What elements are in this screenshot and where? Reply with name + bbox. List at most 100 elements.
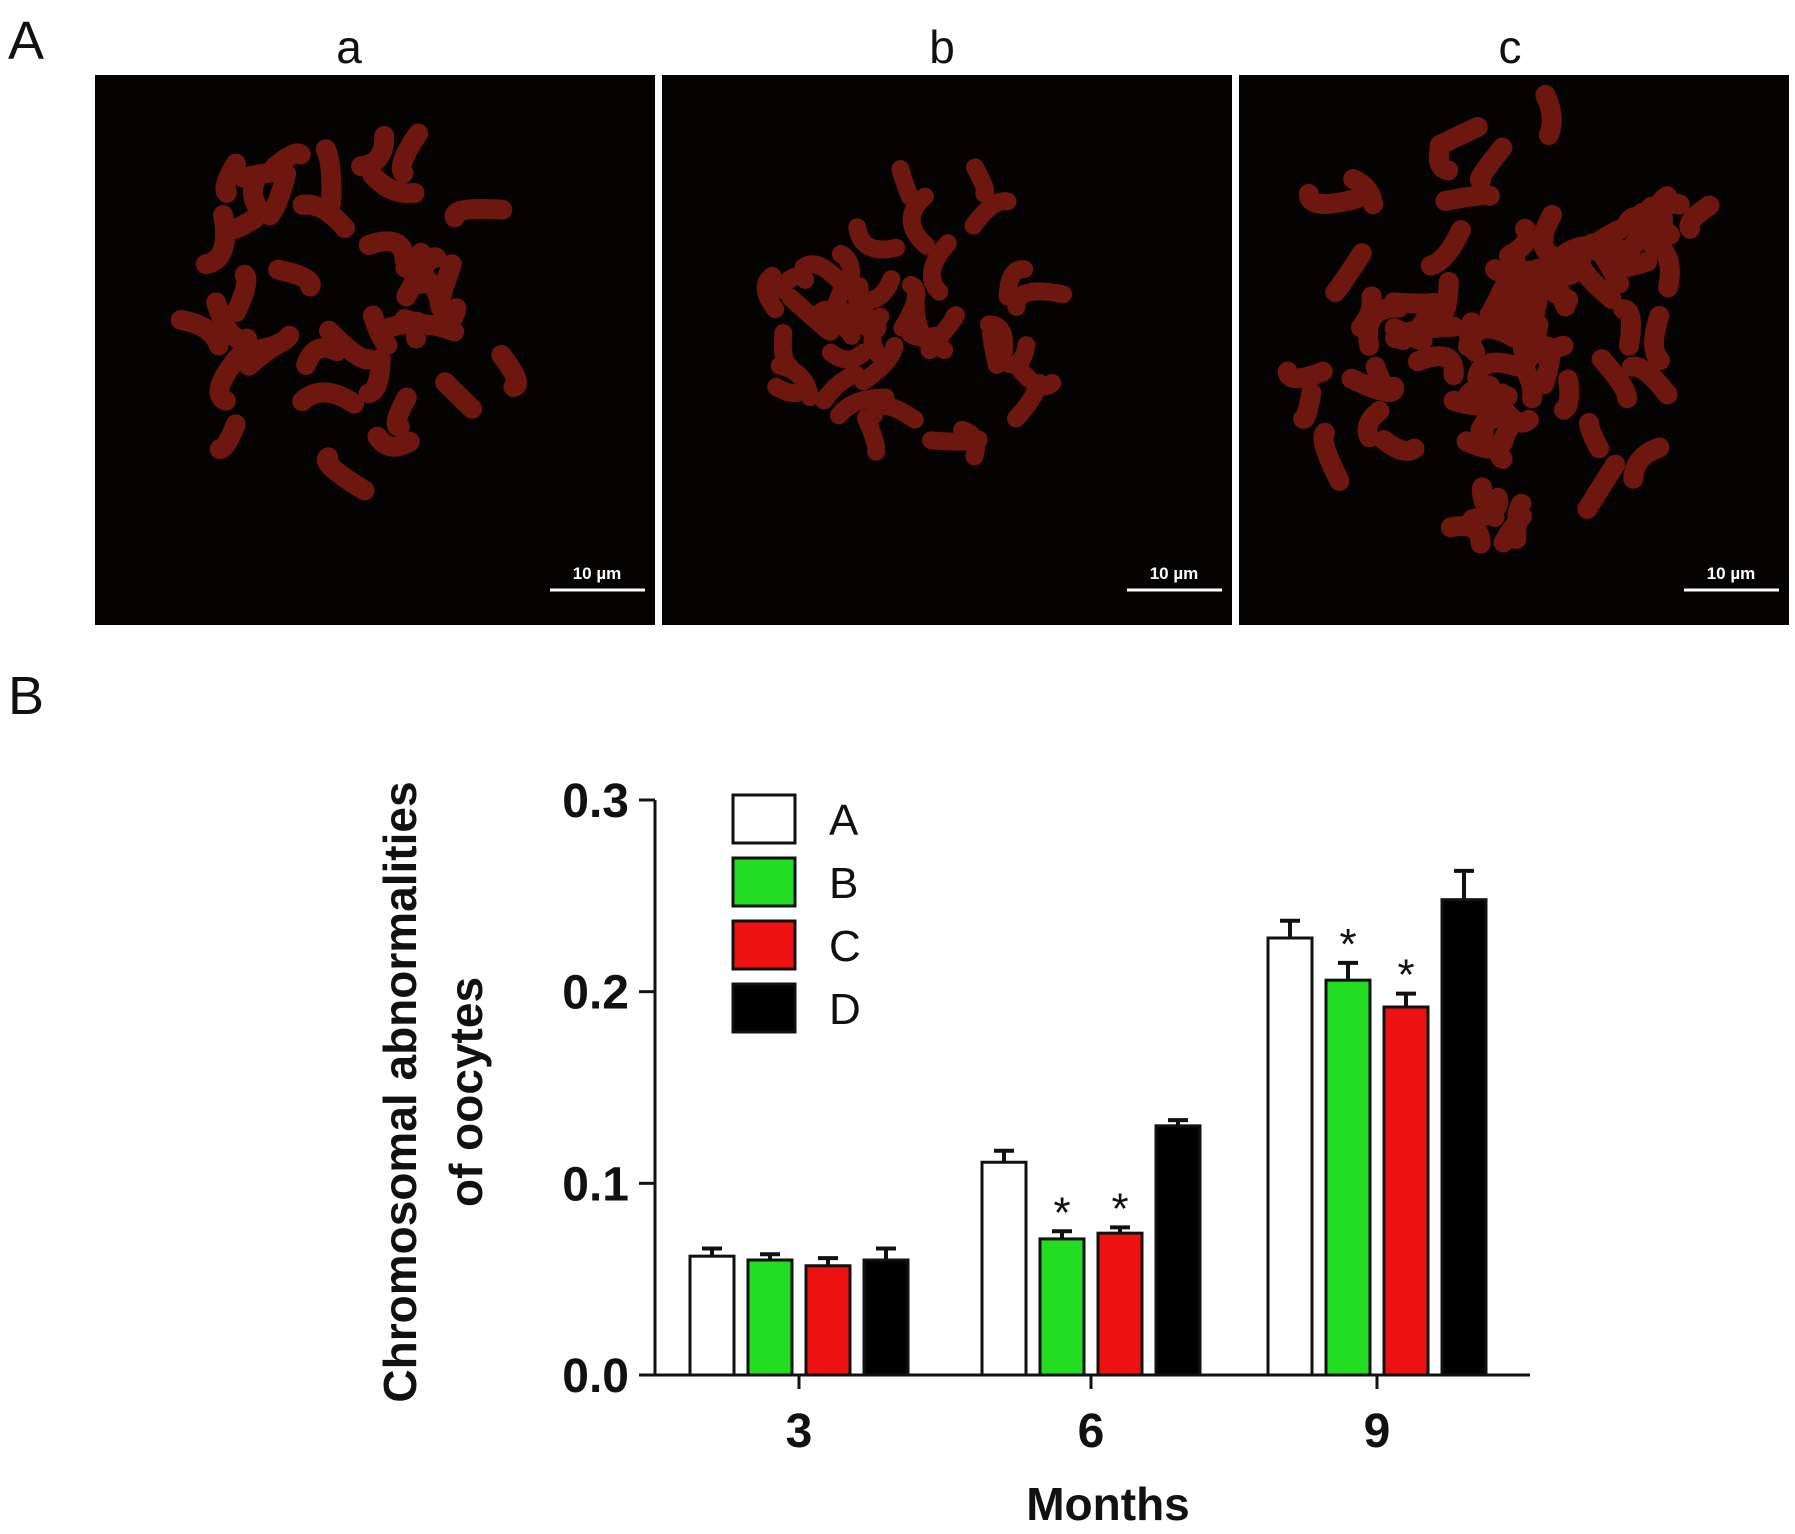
chromosome bbox=[1591, 349, 1638, 409]
chromosome bbox=[1535, 84, 1562, 146]
chromosome bbox=[848, 218, 906, 259]
bar-D-6 bbox=[1154, 1124, 1202, 1377]
chromosome-spread-a bbox=[170, 123, 527, 501]
legend-label-A: A bbox=[829, 796, 859, 845]
y-tick-label: 0.0 bbox=[562, 1350, 629, 1403]
panel-a-letter: A bbox=[8, 11, 45, 71]
chromosome bbox=[1325, 243, 1372, 303]
micrograph-c-image: 10 µm bbox=[1277, 84, 1779, 592]
chromosome bbox=[821, 343, 873, 369]
chromosome bbox=[1000, 336, 1036, 374]
chromosome bbox=[206, 292, 258, 350]
chromosome bbox=[1433, 271, 1459, 324]
chromosome bbox=[1471, 477, 1505, 527]
significance-marker: * bbox=[1053, 1188, 1070, 1237]
chromosome bbox=[815, 365, 865, 410]
chromosome bbox=[362, 165, 425, 204]
scale-bar-b-label: 10 µm bbox=[1150, 564, 1199, 583]
chromosome bbox=[386, 387, 417, 437]
chromosome bbox=[1467, 352, 1527, 389]
chromosome bbox=[1570, 250, 1622, 309]
chromosome bbox=[920, 306, 965, 360]
micrograph-a-image: 10 µm bbox=[170, 123, 645, 592]
bar-C-6 bbox=[1096, 1231, 1144, 1377]
chromosome bbox=[1374, 430, 1425, 461]
micrograph-b-image: 10 µm bbox=[756, 158, 1222, 592]
chromosome bbox=[864, 396, 924, 429]
chromosome bbox=[922, 234, 957, 301]
micrograph-b: 10 µm bbox=[662, 75, 1232, 625]
panel-b-letter: B bbox=[8, 666, 45, 726]
bar-A-9 bbox=[1266, 936, 1314, 1377]
bar-A-6 bbox=[980, 1160, 1028, 1377]
chromosome bbox=[1277, 361, 1333, 389]
scale-bar-c-label: 10 µm bbox=[1707, 564, 1756, 583]
chromosome bbox=[1644, 306, 1670, 371]
legend-swatch-A bbox=[731, 793, 797, 845]
legend-label-B: B bbox=[829, 859, 858, 908]
x-tick-label: 9 bbox=[1364, 1405, 1391, 1458]
chromosome bbox=[1298, 183, 1366, 214]
chromosome bbox=[319, 320, 380, 370]
chromosome bbox=[756, 266, 785, 319]
y-tick-label: 0.1 bbox=[562, 1158, 629, 1211]
chromosome bbox=[1341, 368, 1404, 402]
chart-axes: 0.0 0.1 0.2 0.3 3 6 9 bbox=[562, 775, 1530, 1458]
chromosome bbox=[854, 337, 904, 391]
chromosome bbox=[391, 123, 429, 184]
chromosome bbox=[233, 162, 284, 188]
chromosome bbox=[1648, 186, 1678, 234]
chromosome bbox=[1533, 204, 1563, 266]
chart-bars: * * * * bbox=[688, 868, 1488, 1377]
scale-bar-a-label: 10 µm bbox=[573, 564, 622, 583]
chromosome bbox=[209, 414, 246, 460]
legend-swatch-D bbox=[731, 982, 797, 1034]
bar-C-9 bbox=[1382, 1005, 1430, 1377]
chromosome bbox=[850, 277, 879, 327]
chromosome bbox=[781, 288, 837, 340]
chromosome bbox=[1313, 422, 1350, 491]
image-a-label: a bbox=[336, 21, 362, 73]
chromosome bbox=[953, 420, 986, 466]
chromosome bbox=[964, 192, 1017, 235]
chromosome bbox=[444, 198, 513, 228]
bar-A-3 bbox=[688, 1254, 736, 1377]
x-axis-title: Months bbox=[1026, 1478, 1190, 1530]
chromosome bbox=[966, 158, 995, 203]
chromosome bbox=[367, 426, 420, 457]
chromosome bbox=[1553, 369, 1580, 420]
chromosome bbox=[1513, 335, 1574, 364]
chromosome bbox=[1440, 516, 1491, 554]
chromosome bbox=[226, 264, 257, 323]
chromosome bbox=[1506, 493, 1532, 550]
chromosome bbox=[998, 260, 1034, 306]
chromosome bbox=[1435, 185, 1500, 211]
chromosome bbox=[1621, 356, 1678, 405]
bar-B-9 bbox=[1324, 978, 1372, 1377]
chromosome bbox=[1007, 282, 1073, 316]
chromosome bbox=[769, 267, 815, 300]
chromosome bbox=[215, 153, 246, 203]
chromosome bbox=[794, 255, 854, 297]
legend-swatch-C bbox=[731, 919, 797, 971]
x-tick-label: 3 bbox=[786, 1405, 813, 1458]
y-axis-title-line-2: of oocytes bbox=[440, 977, 492, 1207]
bar-B-3 bbox=[746, 1258, 794, 1377]
chromosome-spread-c bbox=[1277, 84, 1720, 554]
y-tick-label: 0.2 bbox=[562, 967, 629, 1020]
legend-label-D: D bbox=[829, 985, 861, 1034]
chromosome bbox=[249, 325, 300, 360]
chromosome bbox=[1384, 318, 1433, 352]
significance-marker: * bbox=[1339, 920, 1356, 969]
chromosome bbox=[1357, 401, 1390, 448]
chromosome bbox=[369, 311, 428, 342]
chromosome bbox=[217, 208, 265, 241]
chromosome bbox=[1489, 413, 1522, 469]
chromosome bbox=[1610, 202, 1653, 260]
chromosome bbox=[1579, 413, 1610, 459]
chromosome bbox=[351, 126, 395, 177]
chromosome bbox=[1499, 218, 1538, 266]
chromosome bbox=[1428, 134, 1459, 181]
chromosome bbox=[296, 338, 347, 375]
